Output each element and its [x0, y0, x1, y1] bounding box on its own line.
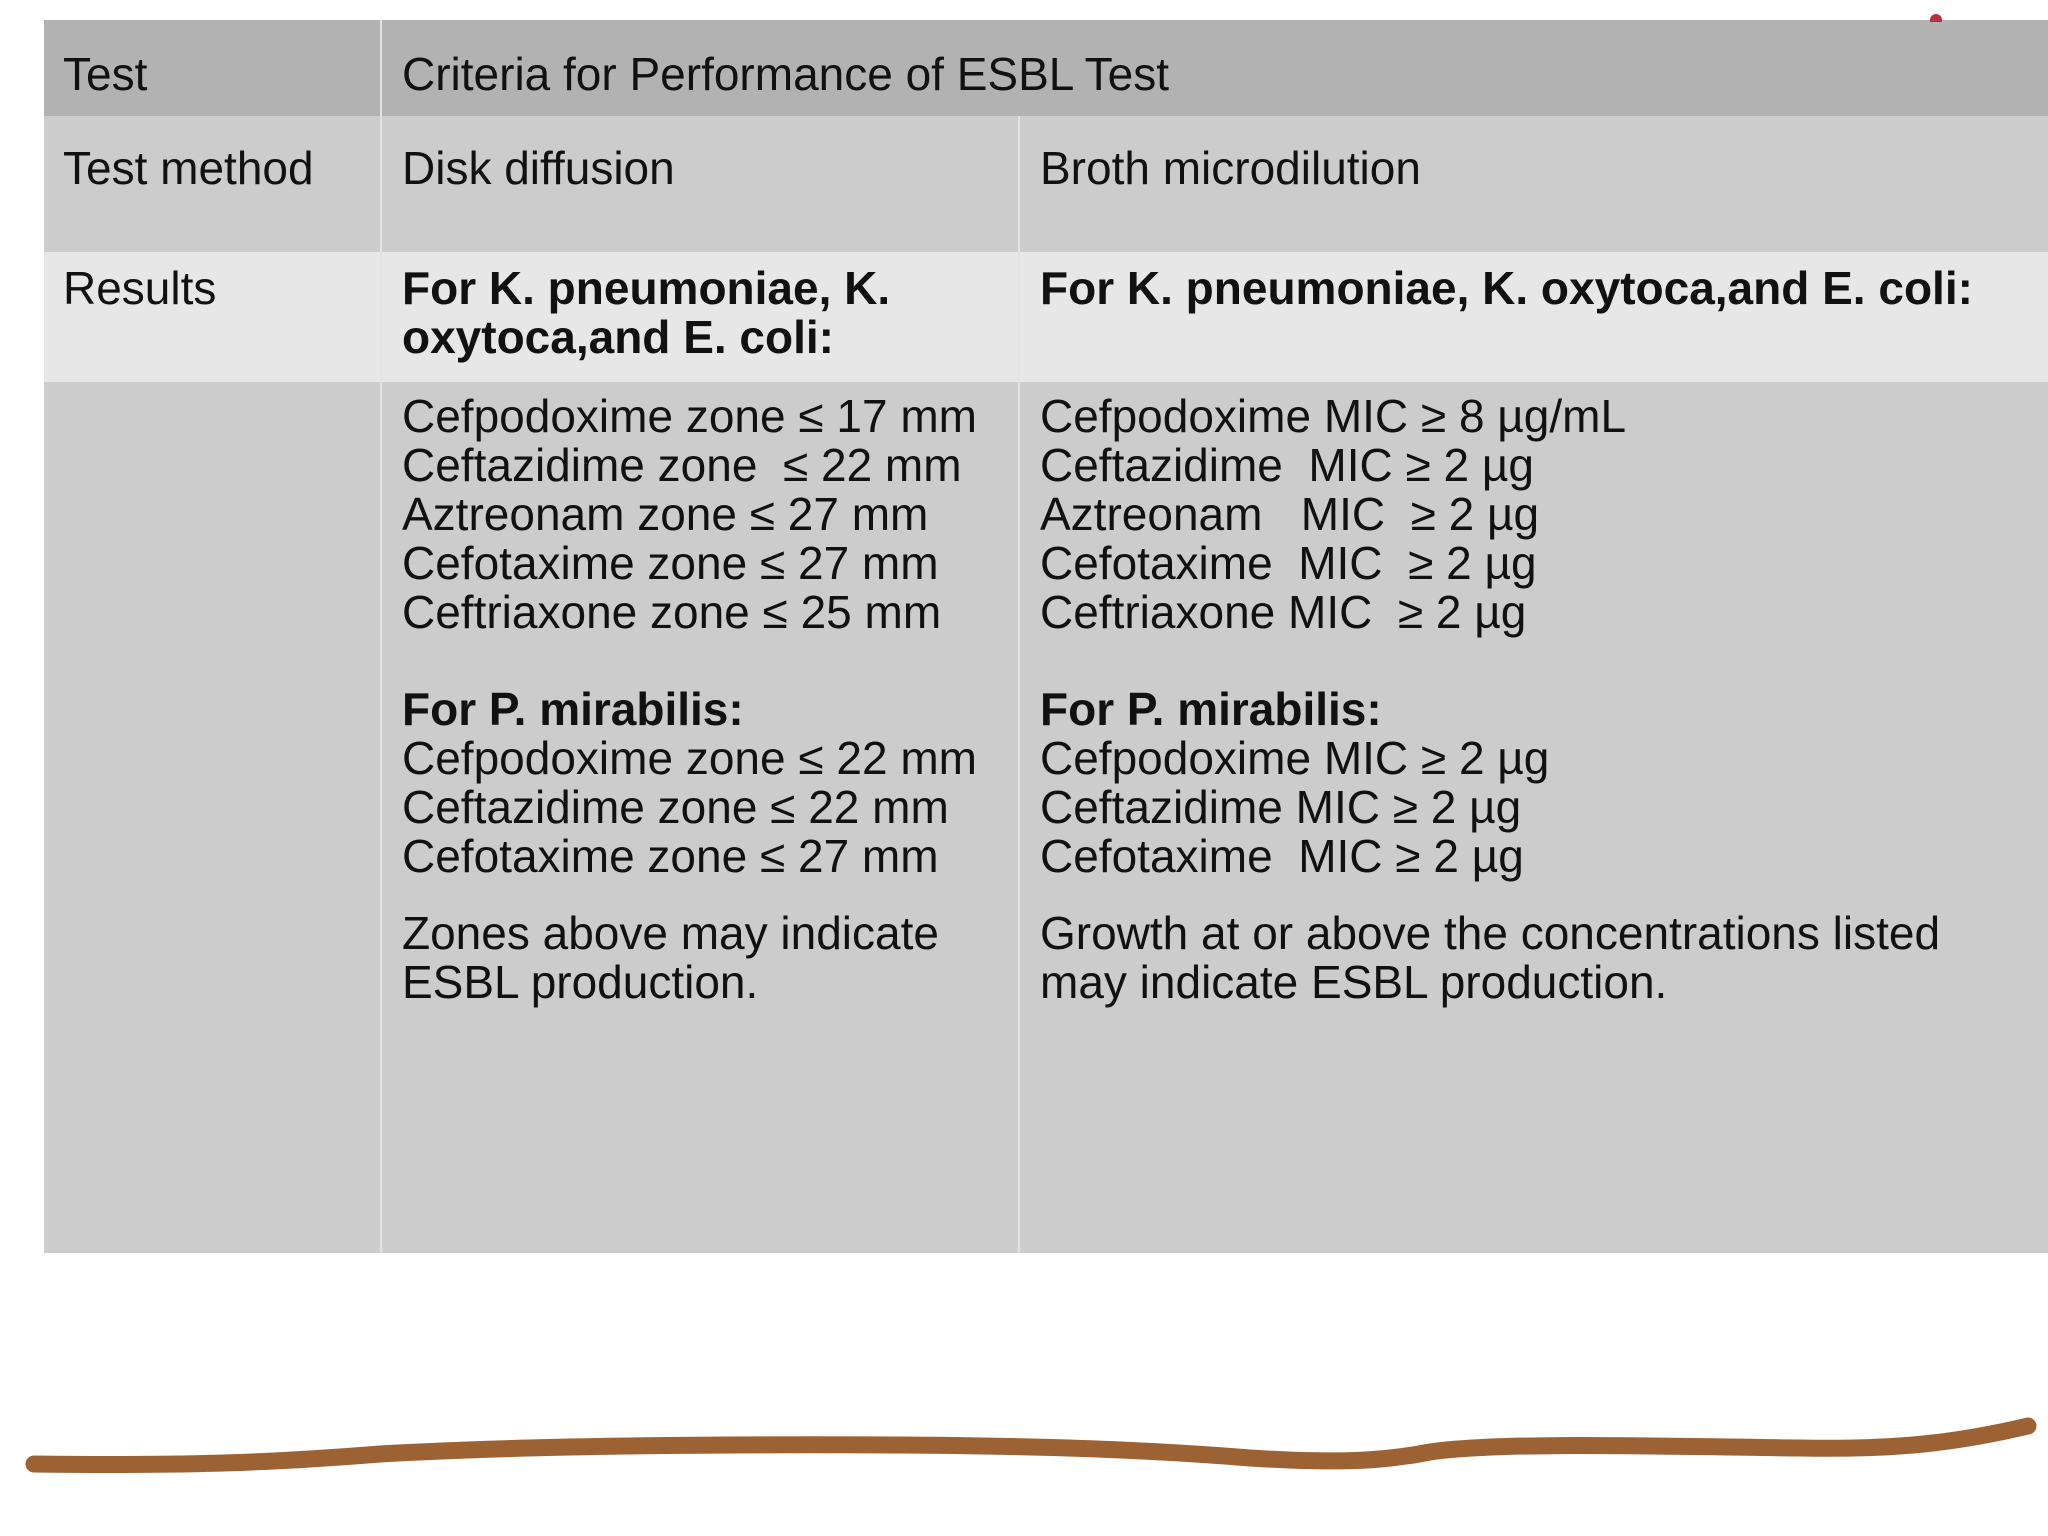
disk-k-criterion: Cefotaxime zone ≤ 27 mm [402, 537, 939, 589]
disk-p-criterion: Cefpodoxime zone ≤ 22 mm [402, 732, 977, 784]
column-divider [380, 20, 382, 1253]
header-label: Test [63, 48, 148, 100]
broth-k-group-heading: For K. pneumoniae, K. oxytoca,and E. col… [1040, 262, 1973, 314]
disk-note: Zones above may indicate ESBL production… [402, 907, 939, 1008]
broth-k-criterion: Cefpodoxime MIC ≥ 8 µg/mL [1040, 390, 1627, 442]
disk-diffusion-heading: Disk diffusion [402, 142, 675, 194]
test-method-row [44, 116, 2048, 252]
disk-k-criterion: Aztreonam zone ≤ 27 mm [402, 488, 929, 540]
broth-k-criterion: Cefotaxime MIC ≥ 2 µg [1040, 537, 1537, 589]
broth-p-criterion: Cefpodoxime MIC ≥ 2 µg [1040, 732, 1550, 784]
table-title: Criteria for Performance of ESBL Test [402, 48, 1169, 100]
disk-k-criterion: Cefpodoxime zone ≤ 17 mm [402, 390, 977, 442]
broth-p-criterion: Cefotaxime MIC ≥ 2 µg [1040, 830, 1524, 882]
broth-k-criterion: Ceftriaxone MIC ≥ 2 µg [1040, 586, 1527, 638]
criteria-row [44, 382, 2048, 1253]
broth-microdilution-heading: Broth microdilution [1040, 142, 1421, 194]
table-header-row [44, 20, 2048, 116]
broth-p-mirabilis-heading: For P. mirabilis: [1040, 683, 1382, 735]
column-divider [1018, 116, 1020, 1253]
esbl-criteria-table: Test Criteria for Performance of ESBL Te… [44, 20, 2048, 1253]
disk-criteria: Cefpodoxime zone ≤ 17 mm Ceftazidime zon… [402, 392, 1012, 1007]
hand-drawn-underline [25, 1417, 2037, 1474]
test-method-label: Test method [63, 142, 314, 194]
disk-k-criterion: Ceftazidime zone ≤ 22 mm [402, 439, 962, 491]
disk-p-mirabilis-heading: For P. mirabilis: [402, 683, 744, 735]
broth-k-criterion: Aztreonam MIC ≥ 2 µg [1040, 488, 1540, 540]
disk-k-criterion: Ceftriaxone zone ≤ 25 mm [402, 586, 942, 638]
disk-p-criterion: Ceftazidime zone ≤ 22 mm [402, 781, 949, 833]
results-label: Results [63, 262, 217, 314]
broth-k-criterion: Ceftazidime MIC ≥ 2 µg [1040, 439, 1535, 491]
broth-criteria: Cefpodoxime MIC ≥ 8 µg/mL Ceftazidime MI… [1040, 392, 2040, 1007]
annotation-mark [1930, 14, 1942, 22]
disk-k-group-heading: For K. pneumoniae, K. oxytoca,and E. col… [402, 262, 891, 363]
broth-note: Growth at or above the concentrations li… [1040, 907, 1941, 1008]
results-row [44, 252, 2048, 382]
disk-p-criterion: Cefotaxime zone ≤ 27 mm [402, 830, 939, 882]
broth-p-criterion: Ceftazidime MIC ≥ 2 µg [1040, 781, 1522, 833]
